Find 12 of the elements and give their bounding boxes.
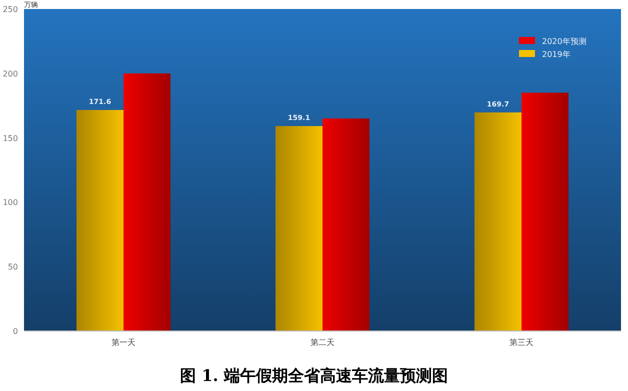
y-tick-label: 250 [2,5,18,14]
legend-label: 2020年预测 [542,37,586,46]
text: 图 1. 端午假期全省高速车流量预测图 [180,366,448,385]
y-tick-label: 200 [2,69,18,78]
y-tick-label: 0 [12,327,18,336]
legend-label: 2019年 [542,50,570,59]
y-tick-label: 100 [2,198,18,208]
y-tick-label: 150 [2,134,18,143]
x-tick-label: 第一天 [112,338,136,347]
y-tick-label: 50 [8,262,18,272]
x-tick-label: 第二天 [310,338,334,347]
x-tick-label: 第三天 [510,338,534,347]
